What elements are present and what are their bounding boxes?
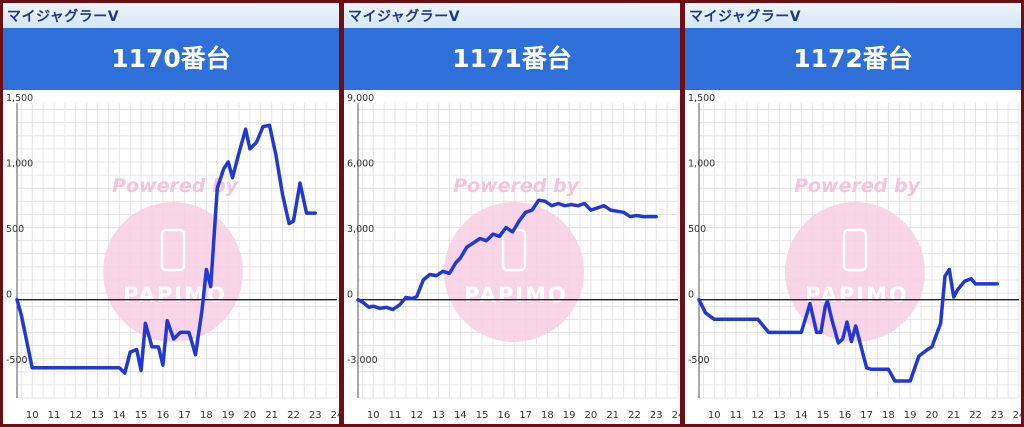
unit-number: 1170番台 xyxy=(111,44,231,73)
y-tick-label: 1,500 xyxy=(6,93,33,104)
y-tick-label: 1,000 xyxy=(688,159,715,170)
x-tick-label: 21 xyxy=(606,410,619,421)
chart-panel-2: マイジャグラーV 1171番台 Powered by PAPIMO 9,000 6,0… xyxy=(344,3,680,424)
watermark-circle xyxy=(785,202,925,342)
panel-header: マイジャグラーV xyxy=(3,3,339,28)
watermark-circle xyxy=(103,202,243,342)
x-tick-label: 19 xyxy=(904,410,917,421)
x-tick-label: 13 xyxy=(432,410,445,421)
x-tick-label: 17 xyxy=(860,410,873,421)
x-tick-label: 12 xyxy=(69,410,82,421)
watermark-brand: PAPIMO xyxy=(123,283,227,307)
series-line xyxy=(15,123,317,375)
series-line xyxy=(356,198,658,312)
panel-header: マイジャグラーV xyxy=(685,3,1021,28)
x-tick-label: 14 xyxy=(113,410,126,421)
x-tick-label: 11 xyxy=(389,410,402,421)
line-chart: Powered by PAPIMO 9,000 6,000 3,000 0 -3,000 10… xyxy=(347,93,680,421)
phone-icon xyxy=(842,228,868,272)
x-tick-label: 17 xyxy=(519,410,532,421)
unit-title-bar: 1172番台 xyxy=(685,28,1021,90)
watermark: Powered by PAPIMO xyxy=(444,175,584,342)
series-line xyxy=(697,267,999,383)
y-tick-label: 0 xyxy=(6,290,12,301)
x-tick-label: 13 xyxy=(91,410,104,421)
chart-area: Powered by PAPIMO 1,500 1,000 500 0 -500 10 11 12… xyxy=(3,90,339,424)
y-tick-label: 500 xyxy=(6,224,24,235)
x-tick-label: 21 xyxy=(947,410,960,421)
x-tick-label: 22 xyxy=(287,410,300,421)
x-tick-label: 22 xyxy=(969,410,982,421)
phone-icon xyxy=(160,228,186,272)
panel-header: マイジャグラーV xyxy=(344,3,680,28)
x-tick-label: 10 xyxy=(708,410,721,421)
y-tick-label: 9,000 xyxy=(347,93,374,104)
x-tick-label: 11 xyxy=(48,410,61,421)
chart-area: Powered by PAPIMO 1,500 1,000 500 0 -500 10 11 12… xyxy=(685,90,1021,424)
y-tick-label: 0 xyxy=(688,290,694,301)
x-tick-label: 22 xyxy=(628,410,641,421)
x-tick-label: 12 xyxy=(751,410,764,421)
x-tick-label: 14 xyxy=(454,410,467,421)
y-tick-label: 6,000 xyxy=(347,159,374,170)
line-chart: Powered by PAPIMO 1,500 1,000 500 0 -500 10 11 12… xyxy=(6,93,339,421)
y-tick-label: -500 xyxy=(688,355,710,366)
x-tick-label: 20 xyxy=(585,410,598,421)
y-tick-label: 500 xyxy=(688,224,706,235)
x-tick-label: 10 xyxy=(367,410,380,421)
y-tick-label: -3,000 xyxy=(347,355,378,366)
x-tick-label: 15 xyxy=(135,410,148,421)
x-tick-label: 16 xyxy=(156,410,169,421)
x-tick-label: 23 xyxy=(309,410,322,421)
watermark-brand: PAPIMO xyxy=(805,283,909,307)
watermark-powered-by: Powered by xyxy=(794,175,921,197)
x-tick-label: 15 xyxy=(817,410,830,421)
watermark: Powered by PAPIMO xyxy=(785,175,925,342)
unit-number: 1172番台 xyxy=(793,44,913,73)
x-tick-label: 12 xyxy=(410,410,423,421)
y-tick-label: 0 xyxy=(347,290,353,301)
machine-name: マイジャグラーV xyxy=(689,9,802,25)
watermark-brand: PAPIMO xyxy=(464,283,568,307)
x-tick-label: 18 xyxy=(200,410,213,421)
x-tick-label: 16 xyxy=(497,410,510,421)
x-tick-label: 14 xyxy=(795,410,808,421)
x-tick-label: 11 xyxy=(730,410,743,421)
x-tick-label: 10 xyxy=(26,410,39,421)
chart-area: Powered by PAPIMO 9,000 6,000 3,000 0 -3,000 10… xyxy=(344,90,680,424)
unit-title-bar: 1171番台 xyxy=(344,28,680,90)
machine-name: マイジャグラーV xyxy=(7,9,120,25)
watermark-circle xyxy=(444,202,584,342)
unit-number: 1171番台 xyxy=(452,44,572,73)
x-tick-label: 16 xyxy=(838,410,851,421)
x-tick-label: 19 xyxy=(222,410,235,421)
x-tick-label: 13 xyxy=(773,410,786,421)
x-tick-label: 20 xyxy=(244,410,257,421)
y-tick-label: 3,000 xyxy=(347,224,374,235)
y-tick-label: 1,000 xyxy=(6,159,33,170)
x-tick-label: 24 xyxy=(331,410,339,421)
x-tick-label: 18 xyxy=(541,410,554,421)
machine-name: マイジャグラーV xyxy=(348,9,461,25)
y-tick-label: -500 xyxy=(6,355,28,366)
watermark: Powered by PAPIMO xyxy=(103,175,243,342)
x-tick-label: 19 xyxy=(563,410,576,421)
x-tick-label: 24 xyxy=(672,410,680,421)
x-tick-label: 18 xyxy=(882,410,895,421)
x-tick-label: 15 xyxy=(476,410,489,421)
y-tick-label: 1,500 xyxy=(688,93,715,104)
watermark-powered-by: Powered by xyxy=(453,175,580,197)
x-tick-label: 20 xyxy=(926,410,939,421)
x-tick-label: 17 xyxy=(178,410,191,421)
x-tick-label: 23 xyxy=(991,410,1004,421)
chart-panel-1: マイジャグラーV 1170番台 Powered by PAPIMO 1,500 1,0… xyxy=(3,3,339,424)
unit-title-bar: 1170番台 xyxy=(3,28,339,90)
x-tick-label: 24 xyxy=(1013,410,1021,421)
x-tick-label: 23 xyxy=(650,410,663,421)
line-chart: Powered by PAPIMO 1,500 1,000 500 0 -500 10 11 12… xyxy=(688,93,1021,421)
chart-panel-3: マイジャグラーV 1172番台 Powered by PAPIMO 1,500 1,0… xyxy=(685,3,1021,424)
watermark-powered-by: Powered by xyxy=(112,175,239,197)
x-tick-label: 21 xyxy=(265,410,278,421)
